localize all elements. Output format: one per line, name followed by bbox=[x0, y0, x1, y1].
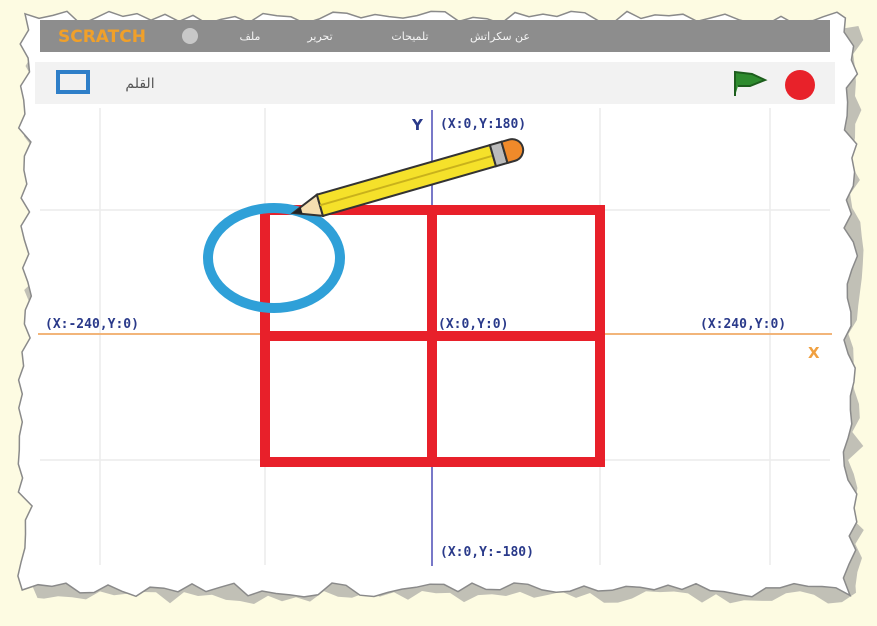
globe-icon[interactable] bbox=[182, 28, 198, 44]
menu-item[interactable]: تحرير bbox=[306, 30, 332, 43]
pencil bbox=[290, 138, 525, 218]
menu-bar bbox=[40, 20, 830, 52]
sprite-name: القلم bbox=[125, 76, 154, 92]
red-grid-drawing bbox=[260, 205, 605, 467]
menu-item[interactable]: عن سكراتش bbox=[470, 30, 530, 43]
coord-label: (X:0,Y:180) bbox=[440, 117, 526, 132]
coord-label: (X:0,Y:0) bbox=[438, 317, 508, 332]
coord-label: (X:240,Y:0) bbox=[700, 317, 786, 332]
green-flag[interactable] bbox=[734, 70, 768, 96]
coord-label: (X:0,Y:-180) bbox=[440, 545, 534, 560]
menu-item[interactable]: تلميحات bbox=[391, 30, 428, 43]
coord-label: (X:-240,Y:0) bbox=[45, 317, 139, 332]
y-axis-label: Y bbox=[411, 116, 424, 134]
logo: SCRATCH bbox=[58, 27, 146, 47]
stop-button[interactable] bbox=[785, 70, 815, 100]
x-axis-label: X bbox=[808, 344, 820, 362]
fullscreen-button[interactable] bbox=[56, 70, 90, 94]
toolbar bbox=[35, 62, 835, 104]
blue-circle bbox=[203, 203, 345, 313]
menu-item[interactable]: ملف bbox=[240, 30, 261, 43]
